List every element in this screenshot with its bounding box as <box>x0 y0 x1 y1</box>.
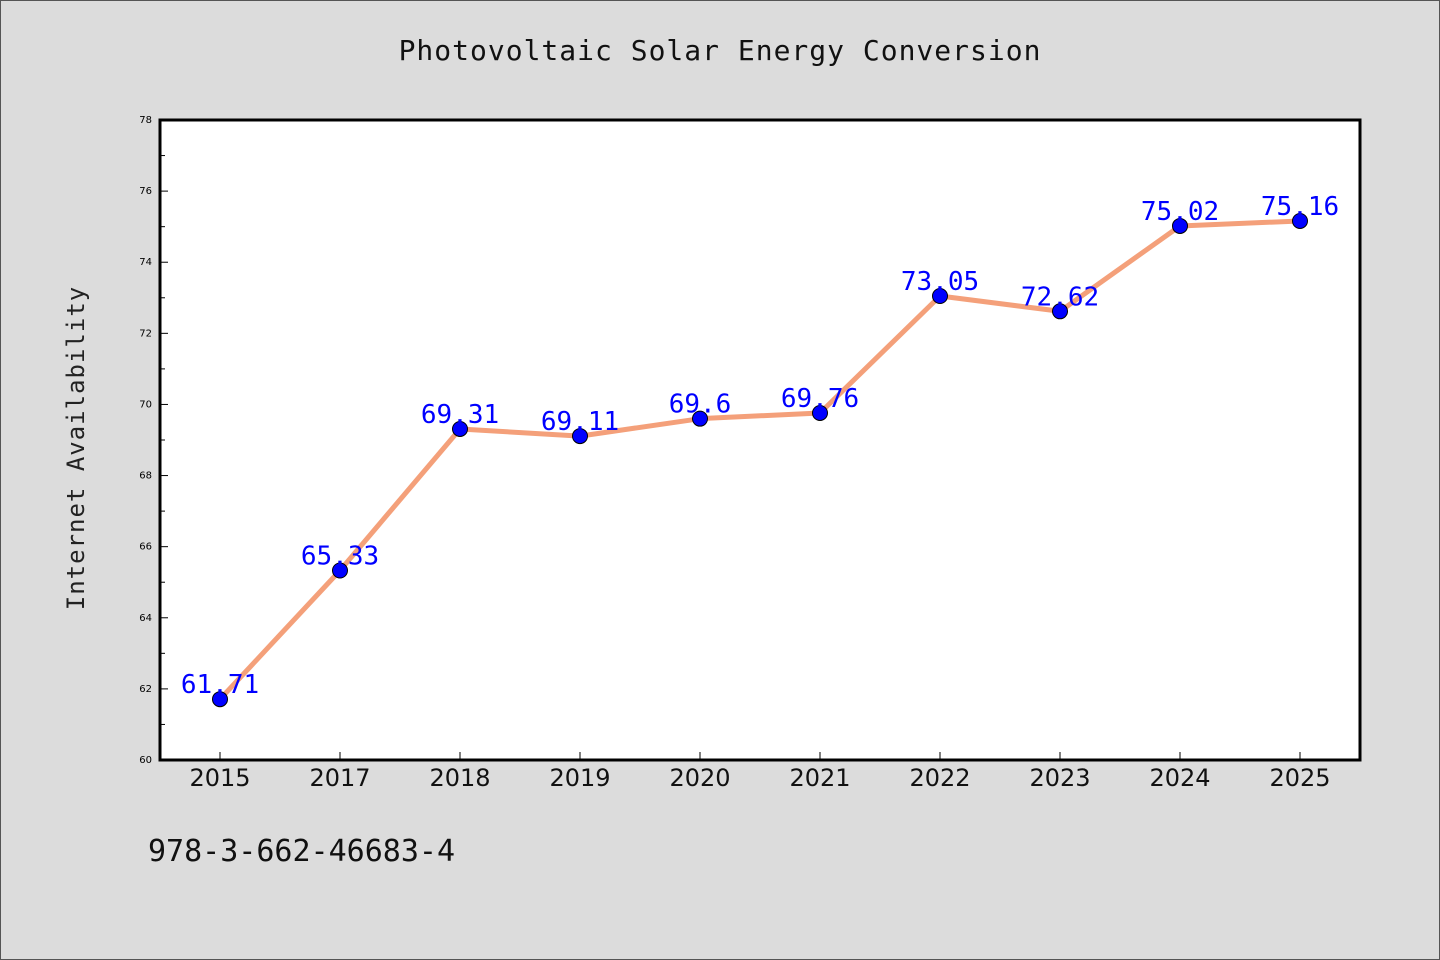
x-tick-label: 2025 <box>1269 764 1330 792</box>
data-point <box>452 420 468 437</box>
y-tick-label: 60 <box>139 755 152 766</box>
y-tick-label: 74 <box>139 257 152 268</box>
data-point <box>812 404 828 421</box>
data-point <box>932 288 948 304</box>
data-label: 69.6 <box>669 390 732 420</box>
data-label: 69.31 <box>421 400 499 430</box>
y-tick-label: 66 <box>139 542 152 553</box>
data-label: 69.11 <box>541 407 619 437</box>
y-tick-label: 76 <box>139 186 152 197</box>
series-line <box>218 218 1301 701</box>
x-tick-label: 2024 <box>1149 764 1210 792</box>
data-point <box>1292 212 1308 229</box>
data-point <box>692 410 708 427</box>
data-label: 75.16 <box>1261 192 1339 222</box>
data-label: 73.05 <box>901 267 979 297</box>
plot-area <box>158 118 1362 762</box>
isbn-footnote: 978-3-662-46683-4 <box>148 834 456 869</box>
x-tick-label: 2022 <box>909 764 970 792</box>
data-label: 75.02 <box>1141 197 1219 227</box>
y-tick-label: 78 <box>139 115 152 126</box>
x-tick-label: 2023 <box>1029 764 1090 792</box>
y-tick-label: 62 <box>139 684 152 695</box>
x-tick-label: 2019 <box>549 764 610 792</box>
data-label: 65.33 <box>301 541 379 571</box>
chart-title: Photovoltaic Solar Energy Conversion <box>398 34 1042 67</box>
data-point <box>1052 303 1068 320</box>
y-tick-label: 68 <box>139 471 152 482</box>
y-tick-label: 70 <box>139 399 152 410</box>
data-point <box>572 428 588 445</box>
data-label: 61.71 <box>181 670 259 700</box>
x-tick-label: 2018 <box>429 764 490 792</box>
data-point <box>332 562 348 579</box>
x-tick-label: 2017 <box>309 764 370 792</box>
data-label: 69.76 <box>781 384 859 414</box>
x-tick-label: 2015 <box>189 764 250 792</box>
y-tick-label: 64 <box>139 613 152 624</box>
data-label: 72.62 <box>1021 282 1099 312</box>
x-tick-label: 2021 <box>789 764 850 792</box>
data-point <box>212 691 228 708</box>
data-point <box>1172 217 1188 234</box>
x-tick-label: 2020 <box>669 764 730 792</box>
y-tick-label: 72 <box>139 328 152 339</box>
